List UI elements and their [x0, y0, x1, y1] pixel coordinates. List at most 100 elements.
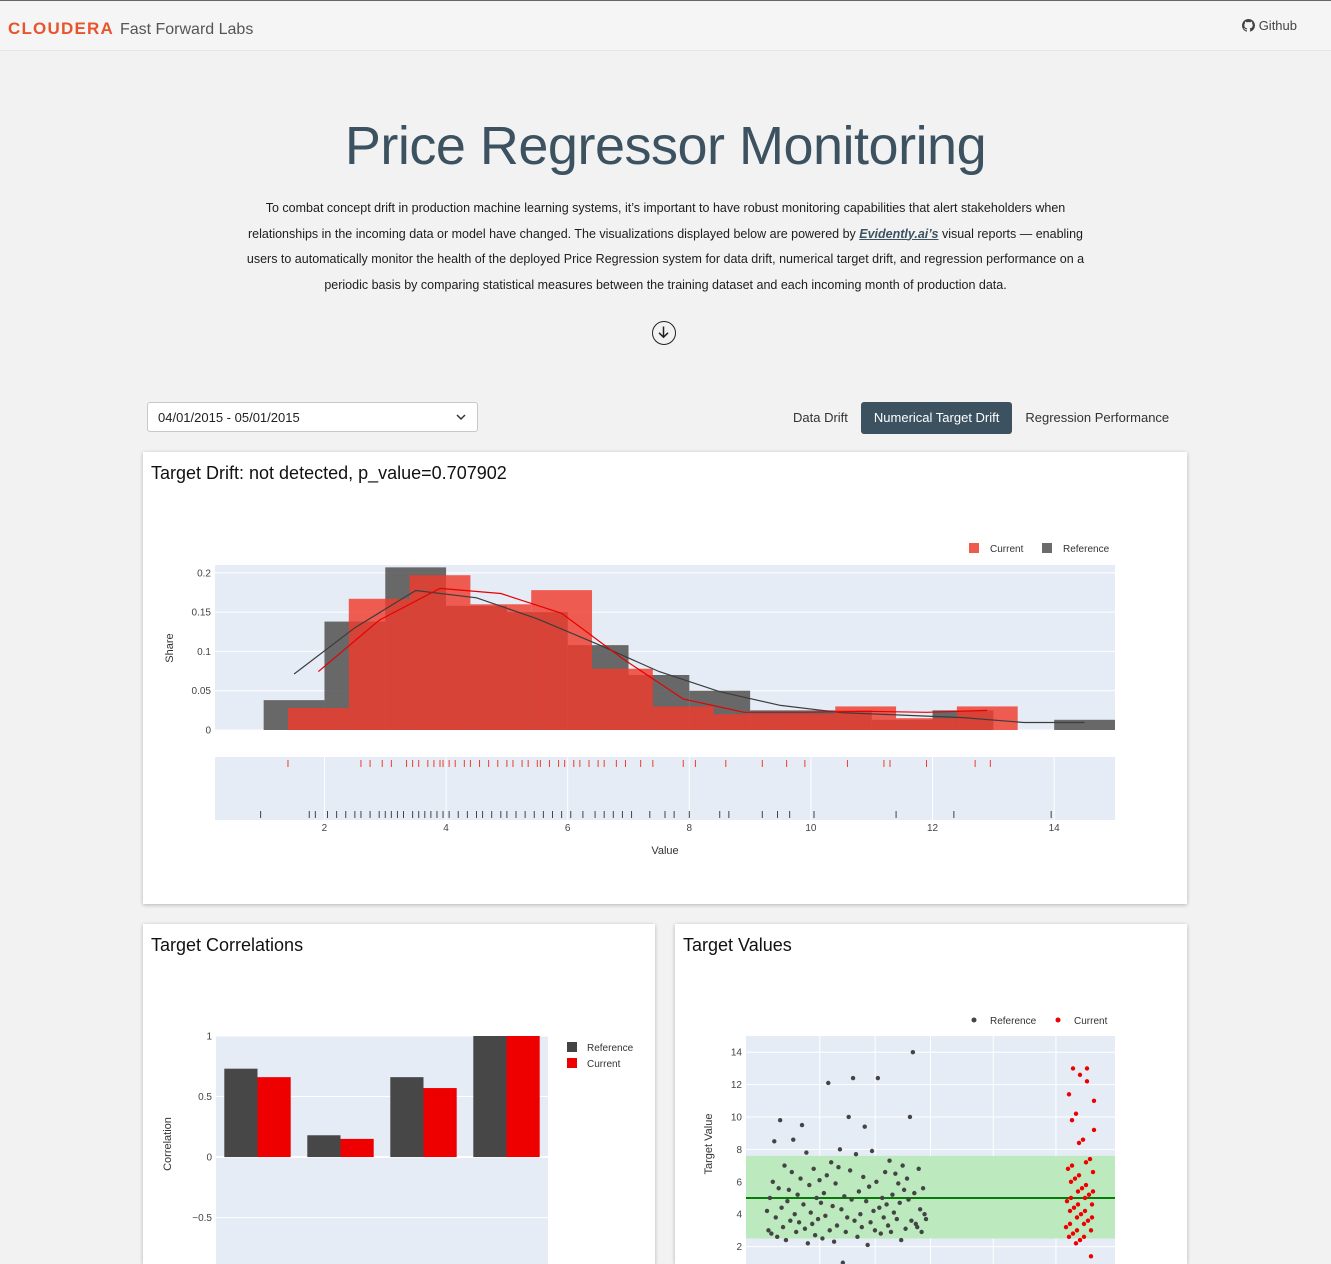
brand-name: CLOUDERA — [8, 19, 114, 38]
reference-point — [882, 1169, 888, 1175]
reference-point — [772, 1139, 777, 1144]
reference-correlation-bar — [224, 1068, 258, 1158]
reference-point — [827, 1228, 832, 1233]
reference-point — [830, 1203, 835, 1209]
reference-point — [807, 1182, 812, 1188]
current-points — [1063, 1066, 1097, 1259]
intro-paragraph: To combat concept drift in production ma… — [233, 196, 1098, 298]
current-point — [1076, 1173, 1082, 1178]
y-tick-label: 10 — [731, 1112, 743, 1123]
current-point — [1077, 1237, 1083, 1243]
reference-point — [789, 1169, 794, 1175]
y-tick-label: 8 — [736, 1145, 742, 1156]
current-point — [1069, 1163, 1075, 1168]
current-point — [1064, 1199, 1070, 1204]
reference-point — [887, 1158, 892, 1163]
x-tick-label: 2 — [322, 823, 328, 834]
current-point — [1074, 1215, 1080, 1220]
reference-point — [907, 1114, 913, 1120]
current-correlation-bar — [340, 1138, 374, 1158]
reference-point — [920, 1186, 926, 1191]
reference-kde-line — [293, 589, 1085, 724]
share-axis-label: Share — [164, 633, 176, 662]
reference-point — [866, 1184, 872, 1189]
github-link[interactable]: Github — [1241, 18, 1297, 33]
reference-point — [894, 1216, 900, 1222]
evidently-link[interactable]: Evidently.ai’s — [859, 226, 939, 241]
reference-point — [817, 1177, 822, 1183]
reference-point — [910, 1049, 916, 1055]
rug-plot-area — [215, 757, 1115, 820]
values-legend: Reference Current — [971, 1016, 1108, 1027]
correlation-bars — [224, 1036, 540, 1158]
current-point — [1091, 1127, 1097, 1133]
legend-reference-label: Reference — [1063, 544, 1110, 555]
legend-reference-marker — [971, 1017, 977, 1023]
reference-point — [824, 1173, 830, 1178]
intro-text-2: visual reports — enabling users to autom… — [246, 226, 1085, 292]
github-icon — [1241, 19, 1255, 32]
x-tick-label: 8 — [687, 823, 693, 834]
reference-point — [872, 1228, 878, 1233]
date-range-select[interactable]: 04/01/2015 - 05/01/2015 — [147, 402, 478, 432]
legend-reference-label: Reference — [990, 1016, 1037, 1027]
current-bar — [713, 714, 775, 730]
reference-point — [836, 1164, 841, 1170]
reference-point — [820, 1236, 825, 1241]
reference-point — [845, 1215, 850, 1220]
reference-point — [814, 1195, 819, 1201]
reference-point — [811, 1166, 816, 1172]
current-point — [1069, 1118, 1075, 1123]
current-point — [1090, 1189, 1096, 1194]
reference-point — [903, 1226, 908, 1231]
current-histogram — [287, 575, 1018, 730]
reference-point — [923, 1216, 929, 1222]
reference-point — [847, 1168, 853, 1173]
reference-point — [810, 1221, 815, 1227]
current-point — [1067, 1208, 1073, 1214]
target-correlations-card: Target Correlations 1 0.5 0 −0.5 Correlatio… — [143, 924, 655, 1264]
reference-point — [904, 1176, 910, 1181]
reference-point — [799, 1122, 805, 1128]
y-tick-label: 0.5 — [198, 1092, 212, 1103]
target-value-axis-label: Target Value — [703, 1114, 715, 1175]
reference-point — [812, 1233, 818, 1238]
tab-regression-performance[interactable]: Regression Performance — [1025, 410, 1170, 425]
reference-point — [776, 1186, 781, 1191]
current-point — [1068, 1195, 1074, 1201]
reference-point — [885, 1223, 891, 1228]
reference-point — [916, 1166, 921, 1172]
value-axis-label: Value — [651, 845, 678, 857]
reference-point — [804, 1150, 809, 1155]
y-tick-label: 0.2 — [197, 568, 211, 579]
reference-point — [880, 1195, 885, 1201]
current-bar — [470, 604, 532, 730]
tab-numerical-target-drift[interactable]: Numerical Target Drift — [860, 402, 1013, 434]
current-point — [1090, 1169, 1096, 1175]
x-tick-label: 10 — [805, 823, 817, 834]
reference-point — [837, 1147, 843, 1152]
reference-point — [877, 1205, 882, 1210]
y-tick-label: 0.05 — [192, 686, 212, 697]
y-tick-label: 12 — [731, 1080, 743, 1091]
reference-point — [808, 1210, 813, 1215]
reference-point — [783, 1237, 789, 1243]
current-point — [1087, 1156, 1093, 1162]
reference-point — [890, 1192, 895, 1197]
reference-point — [915, 1224, 920, 1230]
scroll-down-button[interactable] — [652, 321, 676, 345]
legend-current-swatch — [969, 543, 979, 553]
current-point — [1067, 1221, 1073, 1227]
y-tick-label: −0.5 — [192, 1213, 212, 1224]
tab-data-drift[interactable]: Data Drift — [793, 410, 848, 425]
reference-point — [796, 1220, 802, 1225]
current-bar — [531, 590, 593, 730]
current-point — [1083, 1160, 1089, 1165]
brand-logo[interactable]: CLOUDERA Fast Forward Labs — [8, 19, 253, 39]
current-point — [1084, 1079, 1090, 1084]
current-bar — [409, 575, 471, 730]
current-point — [1065, 1166, 1071, 1172]
reference-point — [843, 1229, 848, 1235]
page-title: Price Regressor Monitoring — [344, 116, 987, 176]
